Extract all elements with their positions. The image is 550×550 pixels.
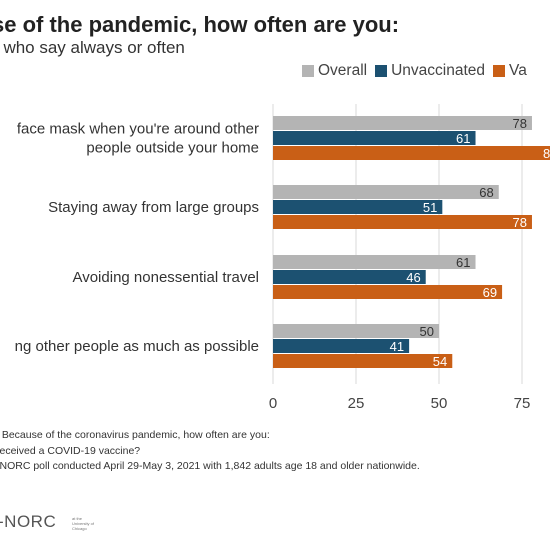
norc-logo-small-text: at the University of Chicago (72, 516, 95, 531)
x-tick-label-2: 50 (431, 395, 448, 412)
category-label-0-1: people outside your home (86, 140, 259, 157)
x-tick-label-1: 25 (348, 395, 365, 412)
footnote-source: -NORC poll conducted April 29-May 3, 202… (0, 460, 420, 472)
bar-2-1 (273, 215, 532, 229)
category-label-2-0: Avoiding nonessential travel (72, 269, 259, 286)
data-label-1-1: 51 (423, 200, 437, 215)
legend-item-0: Overall (302, 62, 367, 80)
data-label-1-2: 46 (406, 270, 420, 285)
data-label-2-1: 78 (512, 215, 526, 230)
data-label-0-2: 61 (456, 255, 470, 270)
legend-label-0: Overall (318, 62, 368, 79)
category-label-0-0: face mask when you're around other (17, 121, 259, 138)
legend-swatch-0 (302, 65, 314, 77)
footnotes: : Because of the coronavirus pandemic, h… (0, 428, 420, 475)
legend-swatch-2 (493, 65, 506, 77)
data-label-1-3: 41 (390, 339, 404, 354)
category-label-1-0: Staying away from large groups (48, 199, 259, 216)
x-tick-label-3: 75 (514, 395, 531, 412)
footnote-question: : Because of the coronavirus pandemic, h… (0, 429, 270, 441)
data-label-1-0: 61 (456, 131, 470, 146)
bar-1-0 (273, 131, 476, 145)
bar-0-1 (273, 185, 499, 199)
legend-label-2: Va (509, 62, 527, 79)
norc-logo: -NORC (0, 512, 57, 531)
x-tick-label-0: 0 (269, 395, 277, 412)
category-label-3-0: ng other people as much as possible (15, 338, 259, 355)
bar-2-0 (273, 146, 550, 160)
legend-swatch-1 (375, 65, 388, 77)
data-label-0-1: 68 (479, 185, 493, 200)
legend: Overall Unvaccinated Va (302, 62, 535, 82)
bar-1-2 (273, 270, 426, 284)
legend-item-2: Va (493, 62, 527, 80)
bar-1-1 (273, 200, 443, 214)
footnote-vaccine: received a COVID-19 vaccine? (0, 444, 141, 457)
legend-item-1: Unvaccinated (375, 62, 485, 80)
data-label-2-2: 69 (483, 285, 497, 300)
chart-subtitle: t who say always or often (0, 38, 185, 57)
bar-0-2 (273, 255, 476, 269)
chart-title: se of the pandemic, how often are you: (0, 12, 400, 37)
bar-0-0 (273, 116, 532, 130)
data-label-0-3: 50 (420, 324, 434, 339)
bar-2-3 (273, 354, 453, 368)
data-label-0-0: 78 (512, 116, 526, 131)
bar-chart: 78 68 61 50 61 51 46 41 8 78 69 54 face mask when yo… (15, 104, 550, 412)
legend-label-1: Unvaccinated (391, 62, 486, 79)
bar-1-3 (273, 339, 410, 353)
bar-2-2 (273, 285, 503, 299)
data-label-2-3: 54 (433, 354, 447, 369)
bar-0-3 (273, 324, 439, 338)
data-label-2-0: 8 (543, 146, 550, 161)
